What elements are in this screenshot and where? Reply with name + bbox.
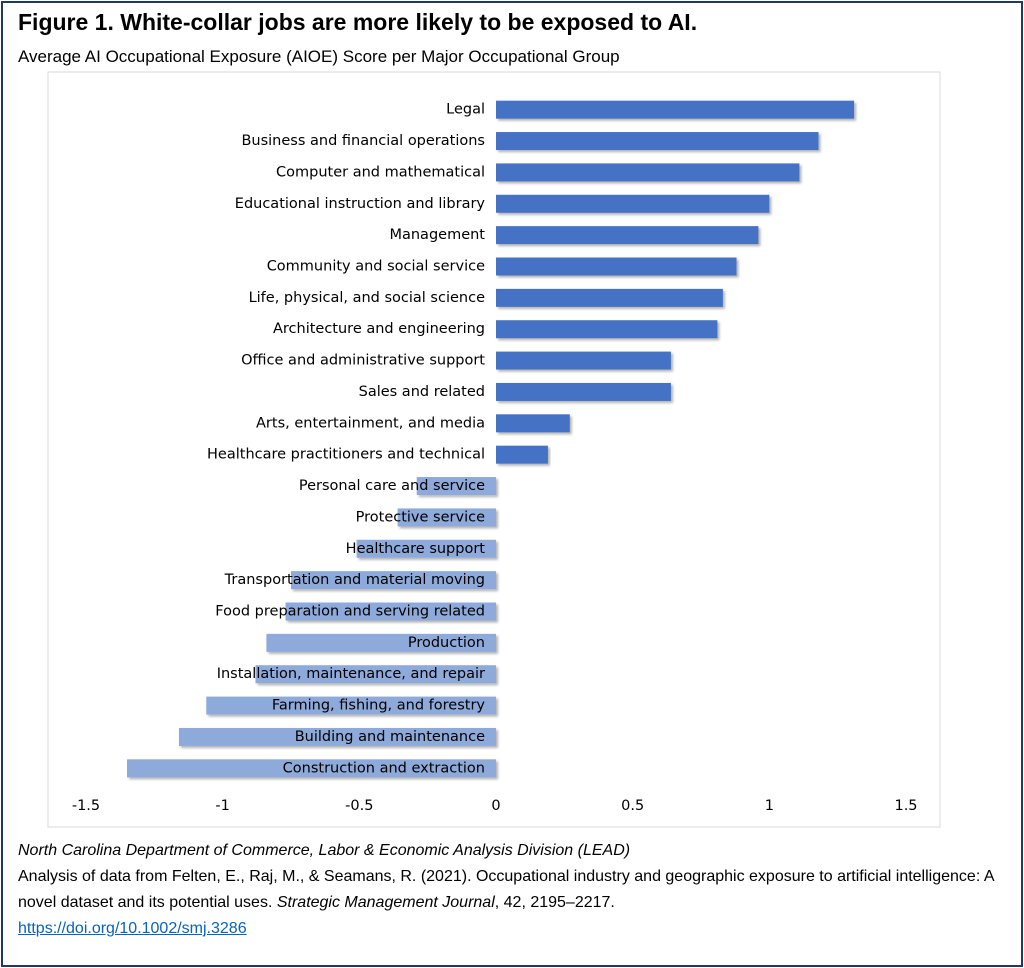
y-tick-label: Arts, entertainment, and media <box>256 415 485 431</box>
bar <box>496 288 723 307</box>
citation-text: Analysis of data from Felten, E., Raj, M… <box>18 868 994 911</box>
y-tick-label: Farming, fishing, and forestry <box>272 698 486 714</box>
bar <box>397 508 496 527</box>
bar <box>178 727 496 746</box>
bar <box>291 571 496 590</box>
y-tick-label: Legal <box>446 102 485 118</box>
x-tick-label: -1.5 <box>72 798 100 814</box>
y-tick-label: Construction and extraction <box>283 760 485 776</box>
x-tick-label: 1.5 <box>894 798 917 814</box>
bar <box>496 132 819 151</box>
y-tick-label: Transportation and material moving <box>224 572 485 588</box>
bar <box>496 194 770 213</box>
y-tick-label: Office and administrative support <box>241 353 485 369</box>
y-tick-label: Building and maintenance <box>295 729 485 745</box>
y-tick-label: Protective service <box>356 509 485 525</box>
y-tick-label: Healthcare practitioners and technical <box>207 447 485 463</box>
y-tick-label: Food preparation and serving related <box>215 604 485 620</box>
y-tick-label: Sales and related <box>359 384 485 400</box>
bar <box>285 602 496 621</box>
bar <box>127 759 496 778</box>
bar <box>206 696 496 715</box>
bar <box>496 414 570 433</box>
y-tick-label: Community and social service <box>267 259 485 275</box>
y-tick-label: Personal care and service <box>299 478 485 494</box>
y-tick-label: Management <box>389 227 485 243</box>
bar <box>255 665 496 684</box>
citation-text: , 42, 2195–2217. <box>494 894 615 911</box>
citation: Analysis of data from Felten, E., Raj, M… <box>18 864 1008 916</box>
y-tick-label: Production <box>408 635 485 651</box>
chart-title: Figure 1. White-collar jobs are more lik… <box>18 9 698 35</box>
bar <box>496 351 671 370</box>
bar <box>496 163 800 182</box>
chart-subtitle: Average AI Occupational Exposure (AIOE) … <box>18 47 620 66</box>
doi-link[interactable]: https://doi.org/10.1002/smj.3286 <box>18 920 247 937</box>
y-tick-label: Business and financial operations <box>241 133 485 149</box>
y-tick-label: Healthcare support <box>346 541 486 557</box>
y-tick-label: Educational instruction and library <box>235 196 486 212</box>
x-tick-label: 0.5 <box>621 798 644 814</box>
y-tick-label: Computer and mathematical <box>276 164 485 180</box>
source: North Carolina Department of Commerce, L… <box>18 842 631 859</box>
x-tick-label: -0.5 <box>345 798 373 814</box>
bar <box>496 445 548 464</box>
footer: North Carolina Department of Commerce, L… <box>18 838 1008 942</box>
bar <box>496 226 759 245</box>
x-tick-label: -1 <box>215 798 229 814</box>
y-tick-label: Life, physical, and social science <box>249 290 485 306</box>
x-tick-label: 0 <box>491 798 500 814</box>
bar <box>266 633 496 652</box>
bar <box>496 320 718 339</box>
x-tick-label: 1 <box>765 798 774 814</box>
y-tick-label: Architecture and engineering <box>273 321 485 337</box>
journal: Strategic Management Journal <box>276 894 495 911</box>
y-tick-label: Installation, maintenance, and repair <box>217 666 485 682</box>
bar <box>496 100 855 119</box>
bar <box>496 257 737 276</box>
bar <box>496 382 671 401</box>
bar <box>416 477 496 496</box>
bar <box>356 539 496 558</box>
